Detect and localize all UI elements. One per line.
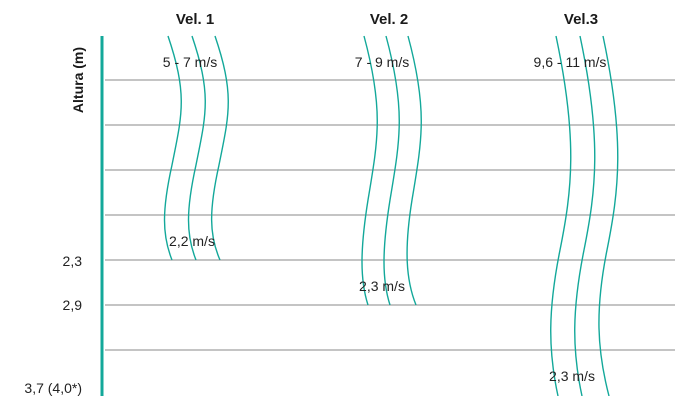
height-tick-label: 2,9	[63, 297, 83, 313]
airflow-line	[361, 35, 378, 306]
axis-title: Altura (m)	[70, 47, 86, 113]
airflow-line	[598, 35, 619, 396]
top-speed-label-vel-2: 7 - 9 m/s	[355, 54, 409, 70]
air-stream-vel-1	[163, 35, 229, 261]
airflow-line	[406, 35, 422, 306]
airflow-line	[383, 35, 400, 306]
top-speed-label-vel-3: 9,6 - 11 m/s	[534, 54, 607, 70]
height-tick-label: 2,3	[63, 253, 83, 269]
column-title-vel-3: Vel.3	[564, 11, 598, 28]
airflow-line	[574, 35, 596, 396]
top-speed-label-vel-1: 5 - 7 m/s	[163, 54, 217, 70]
air-stream-vel-3	[550, 35, 619, 396]
bottom-speed-label-vel-1: 2,2 m/s	[169, 233, 215, 249]
grid-lines	[105, 79, 675, 351]
bottom-speed-label-vel-2: 2,3 m/s	[359, 278, 405, 294]
airflow-line	[550, 35, 572, 396]
airflow-line	[187, 35, 206, 261]
air-stream-vel-2	[361, 35, 422, 306]
height-tick-label: 3,7 (4,0*)	[24, 380, 82, 396]
airflow-line	[163, 35, 182, 261]
column-title-vel-2: Vel. 2	[370, 11, 408, 28]
bottom-speed-label-vel-3: 2,3 m/s	[549, 368, 595, 384]
column-title-vel-1: Vel. 1	[176, 11, 214, 28]
airflow-line	[210, 35, 229, 261]
